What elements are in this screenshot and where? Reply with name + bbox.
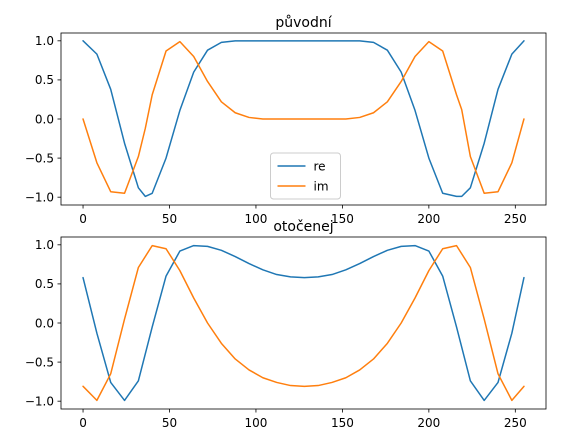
y-tick-label: 0.0 bbox=[35, 112, 54, 126]
subplot-1: 0 50 100 150 200 250 −1.0 −0.5 0.0 0.5 1.0 původní r… bbox=[25, 15, 547, 226]
y-tick-label: −0.5 bbox=[25, 151, 54, 165]
x-tick-label: 100 bbox=[244, 416, 267, 430]
x-tick-label: 0 bbox=[79, 416, 87, 430]
series-line-im bbox=[82, 244, 525, 402]
legend-box bbox=[270, 152, 341, 200]
y-tick-label: 0.0 bbox=[35, 316, 54, 330]
x-tick-label: 250 bbox=[504, 416, 527, 430]
x-tick-label: 150 bbox=[331, 416, 354, 430]
series-group bbox=[82, 40, 525, 198]
x-tick-label: 200 bbox=[417, 212, 440, 226]
series-line-im bbox=[82, 40, 525, 195]
x-tick-label: 150 bbox=[331, 212, 354, 226]
y-tick-label: 0.5 bbox=[35, 277, 54, 291]
series-group bbox=[82, 244, 525, 402]
legend-label-im: im bbox=[314, 179, 329, 193]
x-tick-label: 0 bbox=[79, 212, 87, 226]
chart-title: otočenej bbox=[273, 219, 333, 235]
axes-frame bbox=[60, 236, 547, 410]
y-tick-label: −1.0 bbox=[25, 394, 54, 408]
x-tick-label: 50 bbox=[162, 416, 177, 430]
series-line-re bbox=[82, 40, 525, 198]
x-tick-label: 100 bbox=[244, 212, 267, 226]
y-tick-label: 0.5 bbox=[35, 73, 54, 87]
y-tick-label: −0.5 bbox=[25, 355, 54, 369]
legend: re im bbox=[270, 152, 341, 200]
y-tick-label: 1.0 bbox=[35, 34, 54, 48]
y-tick-label: −1.0 bbox=[25, 190, 54, 204]
x-tick-label: 250 bbox=[504, 212, 527, 226]
legend-label-re: re bbox=[314, 159, 326, 173]
y-tick-label: 1.0 bbox=[35, 238, 54, 252]
subplot-2: 0 50 100 150 200 250 −1.0 −0.5 0.0 0.5 1.0 otočenej bbox=[25, 219, 547, 430]
series-line-re bbox=[82, 244, 525, 402]
x-tick-label: 200 bbox=[417, 416, 440, 430]
x-tick-label: 50 bbox=[162, 212, 177, 226]
chart-title: původní bbox=[275, 15, 332, 31]
